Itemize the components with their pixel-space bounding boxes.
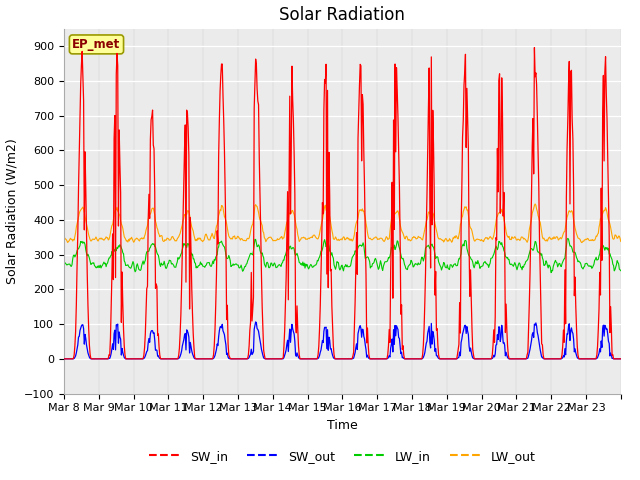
- Text: EP_met: EP_met: [72, 38, 120, 51]
- Y-axis label: Solar Radiation (W/m2): Solar Radiation (W/m2): [5, 138, 19, 284]
- Title: Solar Radiation: Solar Radiation: [280, 6, 405, 24]
- X-axis label: Time: Time: [327, 419, 358, 432]
- Legend: SW_in, SW_out, LW_in, LW_out: SW_in, SW_out, LW_in, LW_out: [144, 444, 541, 468]
